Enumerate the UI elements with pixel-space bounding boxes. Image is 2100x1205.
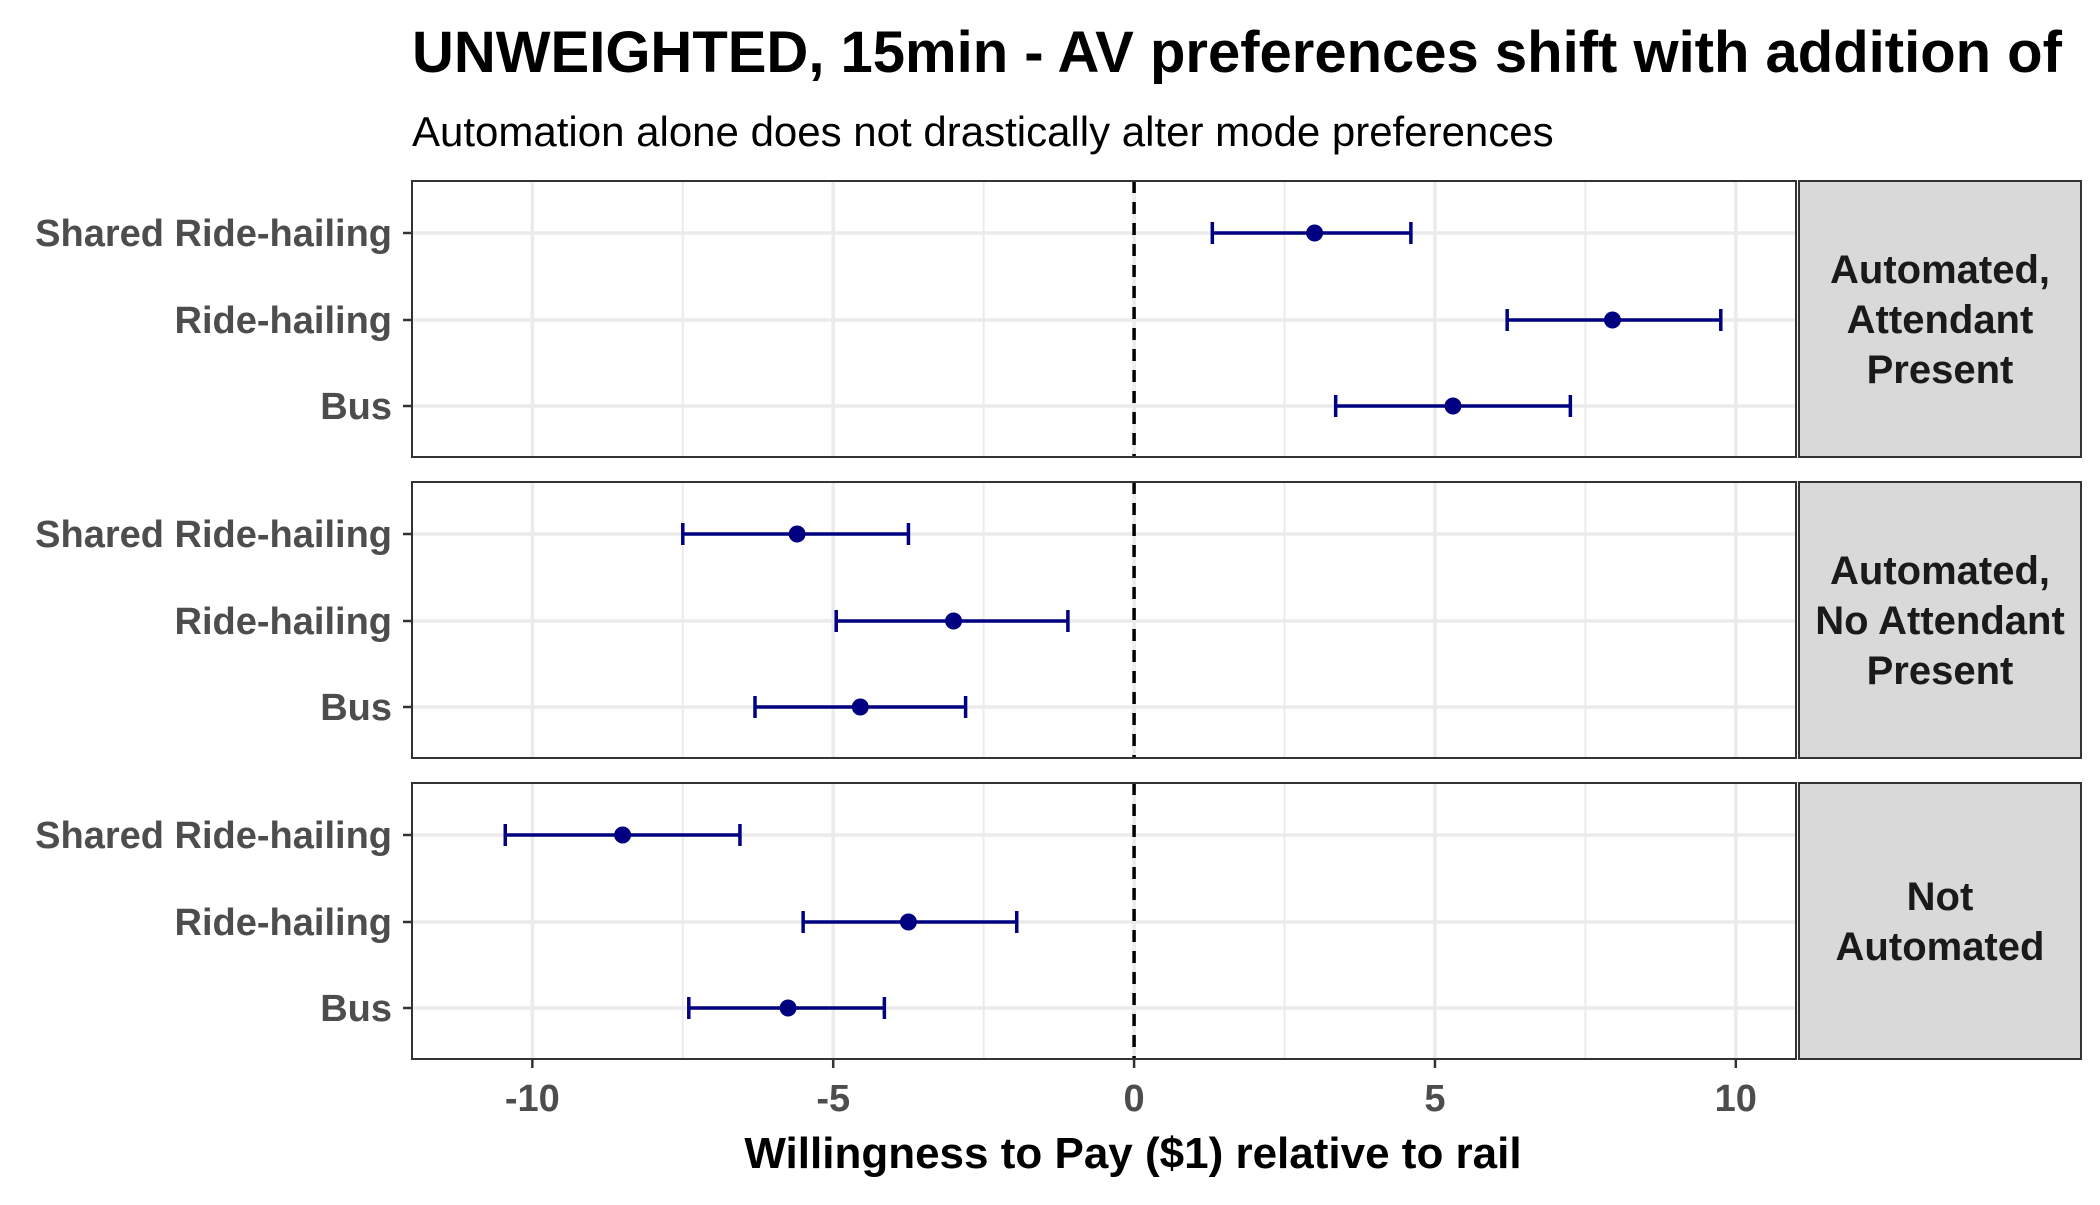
data-point <box>1444 397 1462 415</box>
y-tick-label: Ride-hailing <box>175 300 392 342</box>
y-tick-label: Bus <box>320 386 392 428</box>
facet-strip <box>1798 180 2082 458</box>
chart-title: UNWEIGHTED, 15min - AV preferences shift… <box>412 20 2063 85</box>
data-point <box>945 612 963 630</box>
facet-strip-label: Automated <box>1836 925 2045 969</box>
y-tick-label: Shared Ride-hailing <box>35 514 392 556</box>
facet-strip <box>1798 481 2082 759</box>
data-point <box>779 999 797 1017</box>
facet-strip-label: Not <box>1907 875 1974 919</box>
chart-subtitle: Automation alone does not drastically al… <box>412 108 1554 155</box>
data-point <box>1603 311 1621 329</box>
y-tick-label: Bus <box>320 988 392 1030</box>
facet-strip-label: Automated, <box>1830 549 2050 593</box>
facet-panel-2: Shared Ride-hailing Ride-hailing Bus Automa… <box>35 481 2082 759</box>
y-tick-label: Ride-hailing <box>175 601 392 643</box>
data-point <box>1306 224 1324 242</box>
facet-strip-label: Attendant <box>1847 298 2034 342</box>
data-point <box>614 826 632 844</box>
facet-strip-label: Present <box>1867 649 2014 693</box>
y-tick-label: Bus <box>320 687 392 729</box>
y-tick-label: Ride-hailing <box>175 902 392 944</box>
x-tick-label: 5 <box>1424 1078 1445 1120</box>
x-axis: -10 -5 0 5 10 <box>505 1059 1757 1120</box>
x-tick-label: -10 <box>505 1078 560 1120</box>
x-axis-label: Willingness to Pay ($1) relative to rail <box>744 1129 1521 1178</box>
data-point <box>851 698 869 716</box>
data-point <box>899 913 917 931</box>
y-tick-label: Shared Ride-hailing <box>35 213 392 255</box>
facet-strip-label: Automated, <box>1830 248 2050 292</box>
facet-strip <box>1798 782 2082 1060</box>
facet-panel-3: Shared Ride-hailing Ride-hailing Bus Not Aut… <box>35 782 2082 1060</box>
facet-strip-label: No Attendant <box>1815 599 2065 643</box>
x-tick-label: 10 <box>1715 1078 1757 1120</box>
facet-panels: Shared Ride-hailing Ride-hailing Bus Automa… <box>35 180 2082 1060</box>
facet-panel-1: Shared Ride-hailing Ride-hailing Bus Automa… <box>35 180 2082 458</box>
data-point <box>788 525 806 543</box>
y-tick-label: Shared Ride-hailing <box>35 815 392 857</box>
x-tick-label: -5 <box>816 1078 850 1120</box>
x-tick-label: 0 <box>1124 1078 1145 1120</box>
facet-strip-label: Present <box>1867 348 2014 392</box>
